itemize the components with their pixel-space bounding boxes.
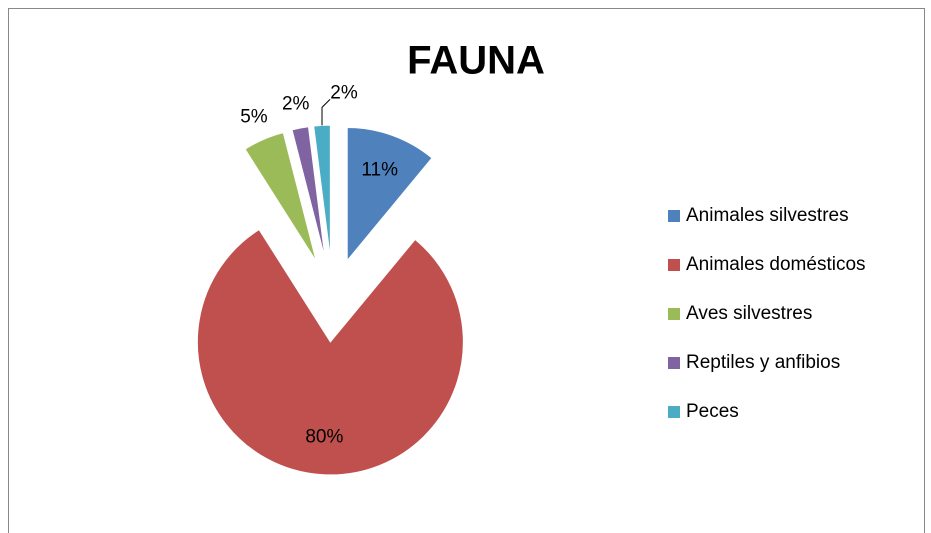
legend-swatch [668,357,680,369]
chart-title: FAUNA [407,39,545,83]
data-label: 5% [240,106,268,127]
chart-border [8,8,925,533]
legend-label: Animales silvestres [686,205,849,226]
pie-slice [313,124,331,259]
pie-slice [196,228,464,476]
legend-label: Aves silvestres [686,303,812,324]
legend-swatch [668,406,680,418]
legend-label: Peces [686,401,739,422]
pie-slice [291,126,326,259]
data-label: 11% [361,159,398,180]
data-label: 2% [330,82,358,103]
legend-label: Reptiles y anfibios [686,352,840,373]
legend-swatch [668,308,680,320]
pie-slice [346,126,433,262]
legend-label: Animales domésticos [686,254,866,275]
pie-slice [244,132,317,262]
data-label: 80% [305,427,343,448]
legend-swatch [668,259,680,271]
leader-line [321,98,331,126]
legend-swatch [668,210,680,222]
data-label: 2% [282,94,310,115]
